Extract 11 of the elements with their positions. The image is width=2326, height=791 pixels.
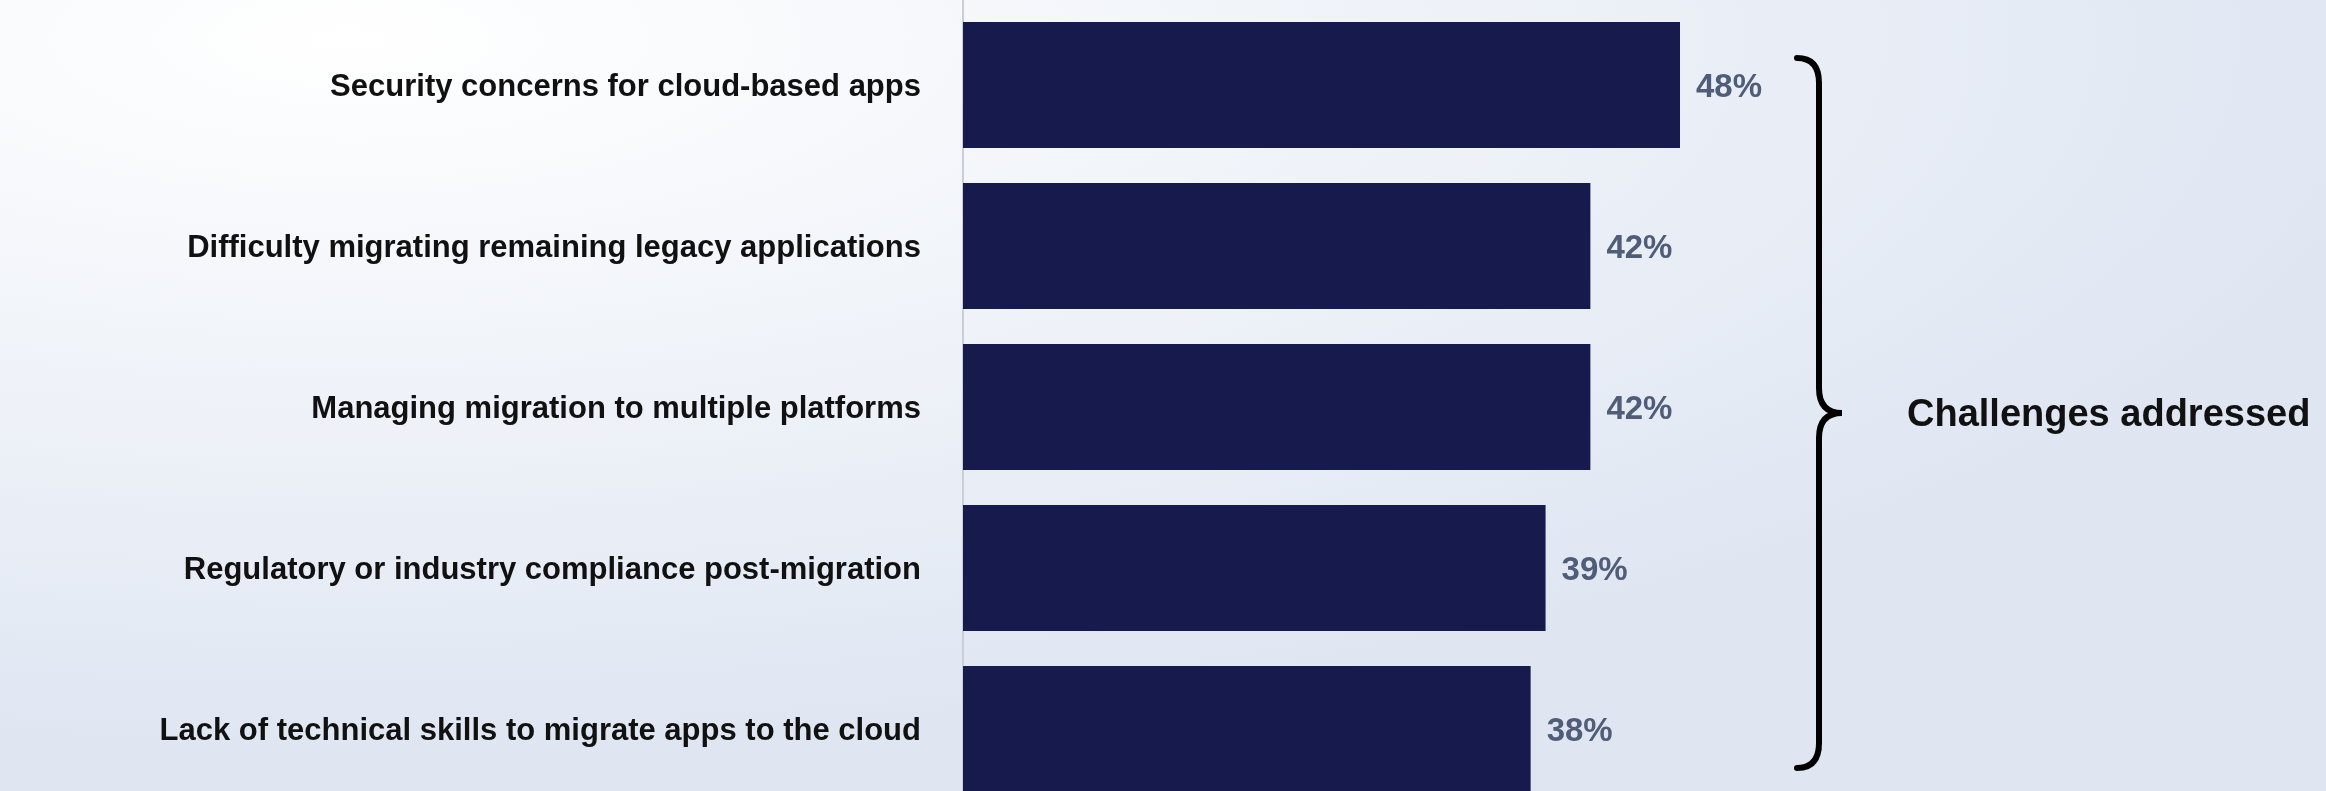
y-tick-label: Lack of technical skills to migrate apps to the cloud — [159, 711, 921, 747]
data-label: 42% — [1606, 388, 1673, 426]
y-tick-label: Security concerns for cloud-based apps — [330, 67, 921, 103]
y-tick-label: Managing migration to multiple platforms — [311, 389, 921, 425]
y-tick-label: Regulatory or industry compliance post-migration — [183, 550, 921, 586]
data-label: 38% — [1546, 710, 1613, 748]
data-label: 42% — [1606, 227, 1673, 265]
data-label: 48% — [1696, 66, 1763, 104]
y-tick-label: Difficulty migrating remaining legacy applications — [187, 228, 921, 264]
text: Challenges addressed — [1907, 392, 2311, 435]
data-label: 39% — [1561, 549, 1628, 587]
